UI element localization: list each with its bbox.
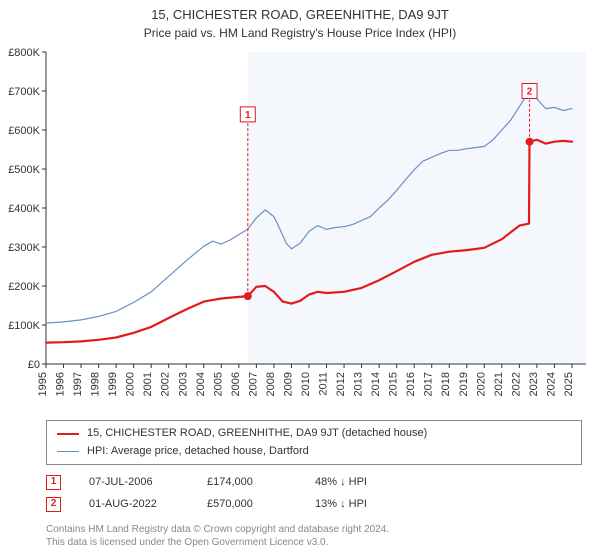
svg-text:2023: 2023 <box>528 372 540 396</box>
transaction-delta: 13% ↓ HPI <box>315 493 367 515</box>
svg-text:£600K: £600K <box>8 125 40 137</box>
svg-text:2018: 2018 <box>440 372 452 396</box>
legend-label: 15, CHICHESTER ROAD, GREENHITHE, DA9 9JT… <box>87 425 427 443</box>
svg-text:2020: 2020 <box>475 372 487 396</box>
svg-text:2013: 2013 <box>353 372 365 396</box>
transaction-delta: 48% ↓ HPI <box>315 471 367 493</box>
legend-box: 15, CHICHESTER ROAD, GREENHITHE, DA9 9JT… <box>46 420 582 465</box>
svg-text:£700K: £700K <box>8 86 40 98</box>
svg-text:£300K: £300K <box>8 242 40 254</box>
svg-text:2017: 2017 <box>423 372 435 396</box>
svg-text:2011: 2011 <box>318 372 330 396</box>
svg-text:2003: 2003 <box>177 372 189 396</box>
svg-text:2019: 2019 <box>458 372 470 396</box>
svg-text:2015: 2015 <box>388 372 400 396</box>
svg-text:2001: 2001 <box>142 372 154 396</box>
svg-text:2009: 2009 <box>282 372 294 396</box>
footer-line-1: Contains HM Land Registry data © Crown c… <box>46 523 582 536</box>
transaction-marker: 1 <box>46 475 61 490</box>
svg-text:2016: 2016 <box>405 372 417 396</box>
transaction-row: 1 07-JUL-2006 £174,000 48% ↓ HPI <box>46 471 582 493</box>
svg-text:£100K: £100K <box>8 320 40 332</box>
legend-row: 15, CHICHESTER ROAD, GREENHITHE, DA9 9JT… <box>57 425 571 443</box>
svg-text:1997: 1997 <box>72 372 84 396</box>
chart-svg: £0 £100K £200K £300K £400K £500K £600K £700K £80… <box>0 44 600 414</box>
chart-subtitle: Price paid vs. HM Land Registry's House … <box>0 24 600 44</box>
transaction-price: £570,000 <box>207 493 287 515</box>
svg-text:2006: 2006 <box>230 372 242 396</box>
footer-line-2: This data is licensed under the Open Gov… <box>46 536 582 549</box>
legend-swatch <box>57 451 79 452</box>
transactions-table: 1 07-JUL-2006 £174,000 48% ↓ HPI 2 01-AUG-202… <box>46 471 582 515</box>
svg-text:2: 2 <box>527 87 533 98</box>
legend-swatch <box>57 433 79 435</box>
svg-text:2025: 2025 <box>563 372 575 396</box>
transaction-row: 2 01-AUG-2022 £570,000 13% ↓ HPI <box>46 493 582 515</box>
svg-text:2021: 2021 <box>493 372 505 396</box>
svg-text:£200K: £200K <box>8 281 40 293</box>
legend-label: HPI: Average price, detached house, Dart… <box>87 443 309 461</box>
svg-text:1: 1 <box>245 110 251 121</box>
svg-text:2012: 2012 <box>335 372 347 396</box>
svg-text:1995: 1995 <box>37 372 49 396</box>
legend-row: HPI: Average price, detached house, Dart… <box>57 443 571 461</box>
svg-text:2022: 2022 <box>510 372 522 396</box>
transaction-date: 01-AUG-2022 <box>89 493 179 515</box>
svg-text:1998: 1998 <box>90 372 102 396</box>
svg-text:2000: 2000 <box>125 372 137 396</box>
transaction-price: £174,000 <box>207 471 287 493</box>
svg-text:£500K: £500K <box>8 164 40 176</box>
svg-text:2004: 2004 <box>195 372 207 396</box>
chart-container: { "title": "15, CHICHESTER ROAD, GREENHI… <box>0 0 600 560</box>
transaction-marker: 2 <box>46 497 61 512</box>
svg-text:£0: £0 <box>28 359 40 371</box>
svg-text:£800K: £800K <box>8 47 40 59</box>
svg-text:2007: 2007 <box>247 372 259 396</box>
svg-text:2005: 2005 <box>212 372 224 396</box>
svg-text:2010: 2010 <box>300 372 312 396</box>
footer-attribution: Contains HM Land Registry data © Crown c… <box>46 523 582 549</box>
chart-plot-area: £0 £100K £200K £300K £400K £500K £600K £700K £80… <box>0 44 600 414</box>
svg-text:2002: 2002 <box>160 372 172 396</box>
svg-text:1996: 1996 <box>55 372 67 396</box>
transaction-date: 07-JUL-2006 <box>89 471 179 493</box>
svg-text:2024: 2024 <box>545 372 557 396</box>
svg-text:£400K: £400K <box>8 203 40 215</box>
chart-title: 15, CHICHESTER ROAD, GREENHITHE, DA9 9JT <box>0 0 600 24</box>
svg-text:1999: 1999 <box>107 372 119 396</box>
svg-text:2014: 2014 <box>370 372 382 396</box>
svg-text:2008: 2008 <box>265 372 277 396</box>
